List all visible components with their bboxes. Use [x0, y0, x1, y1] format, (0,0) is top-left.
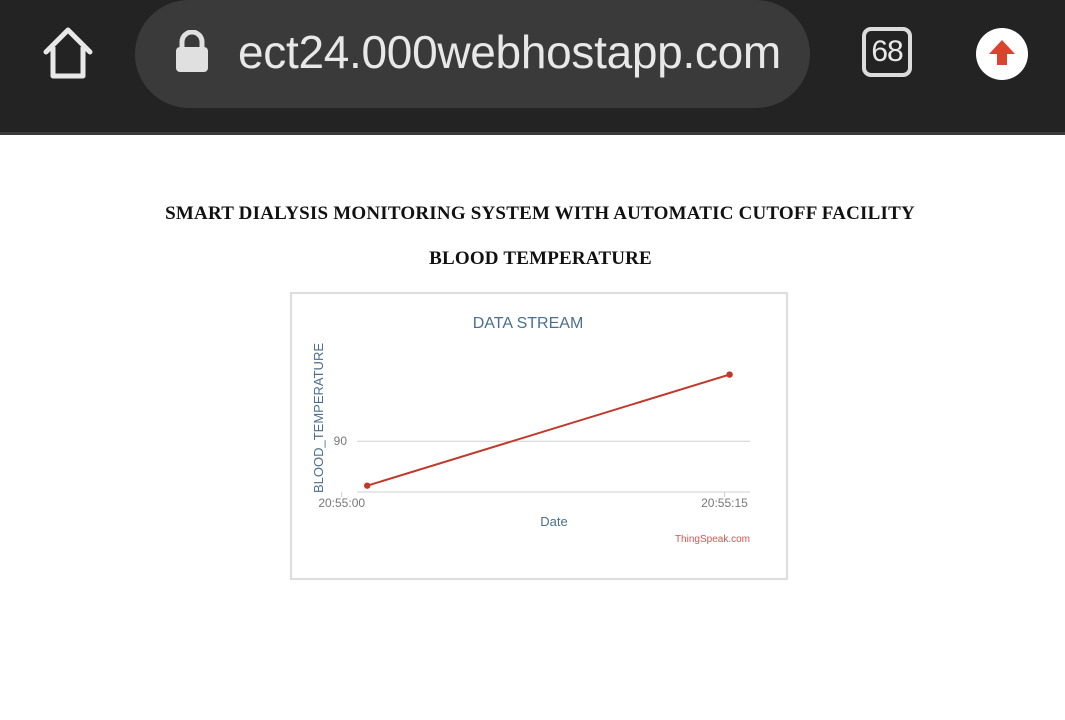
line-chart: DATA STREAM BLOOD_TEMPERATURE Date Thing…: [311, 315, 750, 545]
series-line: [366, 373, 730, 487]
home-icon: [43, 27, 93, 79]
series: [364, 371, 733, 489]
browser-toolbar: ect24.000webhostapp.com 68: [0, 0, 1065, 135]
x-tick-label: 20:55:15: [701, 496, 748, 510]
x-axis-label: Date: [540, 514, 567, 529]
page-title: SMART DIALYSIS MONITORING SYSTEM WITH AU…: [165, 203, 915, 224]
y-tick-label: 90: [334, 434, 348, 448]
y-axis-label: BLOOD_TEMPERATURE: [311, 343, 326, 493]
address-bar[interactable]: [135, 0, 810, 108]
tabs-button[interactable]: 68: [862, 27, 912, 77]
data-point[interactable]: [726, 371, 733, 378]
chart-frame: DATA STREAM BLOOD_TEMPERATURE Date Thing…: [290, 292, 788, 580]
section-title: BLOOD TEMPERATURE: [429, 248, 652, 269]
home-button[interactable]: [38, 24, 98, 84]
chart-title: DATA STREAM: [473, 315, 584, 332]
lock-icon: [172, 29, 212, 74]
url-text[interactable]: ect24.000webhostapp.com: [238, 26, 781, 78]
upload-button[interactable]: [976, 28, 1028, 80]
tab-count-label: 68: [871, 35, 903, 68]
thingspeak-credit-link[interactable]: ThingSpeak.com: [675, 534, 750, 545]
x-tick-label: 20:55:00: [318, 496, 365, 510]
upload-arrow-icon: [989, 40, 1015, 65]
data-point[interactable]: [364, 482, 371, 489]
grid-lines: [341, 440, 750, 497]
